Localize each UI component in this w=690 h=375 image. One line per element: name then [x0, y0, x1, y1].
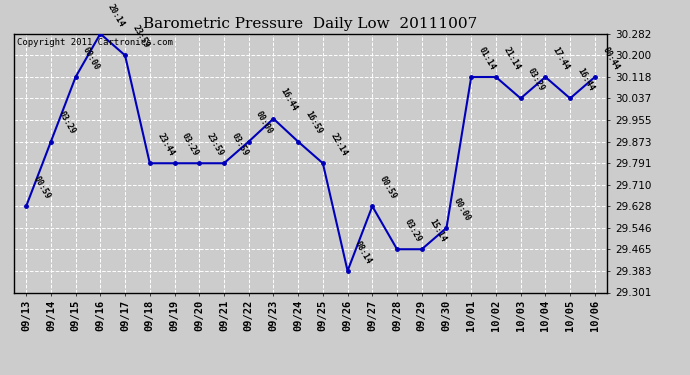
- Text: 03:29: 03:29: [526, 67, 546, 93]
- Text: 21:14: 21:14: [502, 45, 522, 72]
- Text: 00:44: 00:44: [600, 45, 621, 72]
- Text: 03:29: 03:29: [402, 217, 423, 244]
- Text: 20:14: 20:14: [106, 2, 126, 28]
- Text: 00:59: 00:59: [378, 174, 398, 201]
- Text: 22:14: 22:14: [328, 132, 348, 158]
- Text: 16:59: 16:59: [304, 110, 324, 136]
- Text: 03:59: 03:59: [230, 132, 250, 158]
- Text: 16:44: 16:44: [279, 87, 299, 113]
- Text: 01:14: 01:14: [477, 45, 497, 72]
- Text: 23:44: 23:44: [155, 132, 176, 158]
- Text: 00:00: 00:00: [452, 196, 473, 222]
- Text: 23:59: 23:59: [130, 24, 151, 50]
- Text: Copyright 2011 Cartronics.com: Copyright 2011 Cartronics.com: [17, 38, 172, 46]
- Text: 17:44: 17:44: [551, 45, 571, 72]
- Text: 03:29: 03:29: [57, 110, 77, 136]
- Text: 00:59: 00:59: [32, 174, 52, 201]
- Text: 00:00: 00:00: [81, 45, 101, 72]
- Text: 03:29: 03:29: [180, 132, 200, 158]
- Text: 23:59: 23:59: [205, 132, 225, 158]
- Title: Barometric Pressure  Daily Low  20111007: Barometric Pressure Daily Low 20111007: [144, 17, 477, 31]
- Text: 08:14: 08:14: [353, 239, 373, 266]
- Text: 00:00: 00:00: [254, 110, 275, 136]
- Text: 15:14: 15:14: [427, 217, 448, 244]
- Text: 16:44: 16:44: [575, 67, 596, 93]
